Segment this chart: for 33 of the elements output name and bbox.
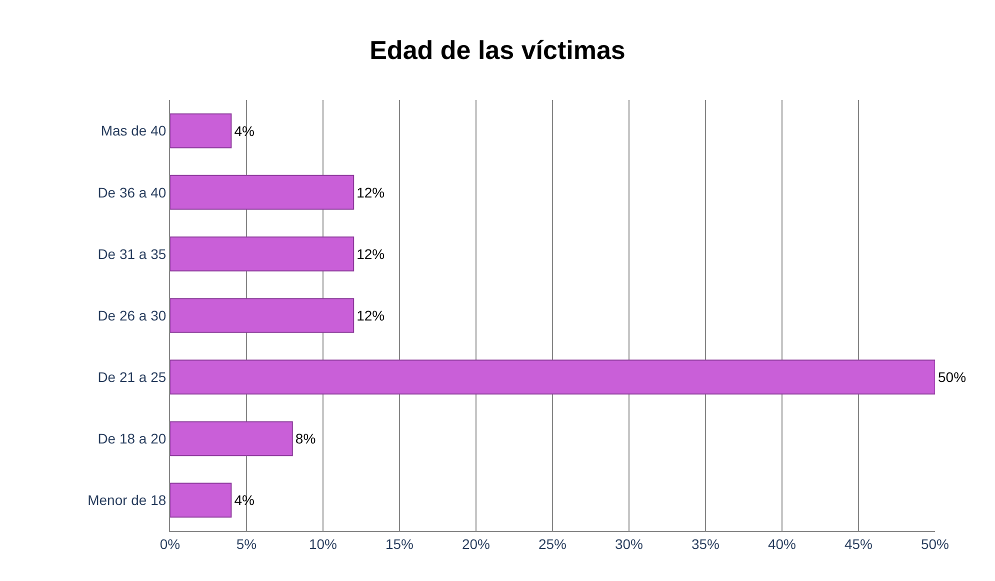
data-label: 12% <box>356 246 385 262</box>
x-tick-label: 25% <box>538 536 567 552</box>
y-tick-label: De 26 a 30 <box>98 307 166 324</box>
bar <box>170 113 232 148</box>
y-tick-label: De 21 a 25 <box>98 368 166 385</box>
data-label: 4% <box>234 492 254 508</box>
bar <box>170 174 354 210</box>
y-tick-label: De 18 a 20 <box>98 430 166 447</box>
x-tick-label: 20% <box>462 536 490 552</box>
x-tick-label: 10% <box>308 536 338 552</box>
y-tick-label: De 36 a 40 <box>98 184 166 200</box>
x-tick-label: 0% <box>160 536 180 552</box>
bar <box>170 298 354 333</box>
bar <box>170 421 293 456</box>
x-tick-label: 5% <box>236 536 257 552</box>
x-tick-label: 40% <box>768 536 796 552</box>
x-tick-label: 15% <box>385 536 414 552</box>
data-label: 4% <box>234 122 254 139</box>
y-tick-label: Menor de 18 <box>88 492 166 508</box>
data-label: 50% <box>938 369 966 386</box>
data-label: 8% <box>295 430 316 447</box>
bar <box>170 360 935 394</box>
x-tick-label: 35% <box>691 536 720 552</box>
chart-title: Edad de las víctimas <box>370 34 626 65</box>
x-tick-label: 30% <box>614 536 644 552</box>
y-tick-label: Mas de 40 <box>100 122 166 139</box>
x-tick-label: 45% <box>844 536 873 552</box>
bar <box>170 482 232 518</box>
bar <box>170 236 354 272</box>
data-label: 12% <box>356 308 385 324</box>
y-tick-label: De 31 a 35 <box>98 246 166 262</box>
x-tick-label: 50% <box>920 536 950 552</box>
data-label: 12% <box>356 184 385 200</box>
